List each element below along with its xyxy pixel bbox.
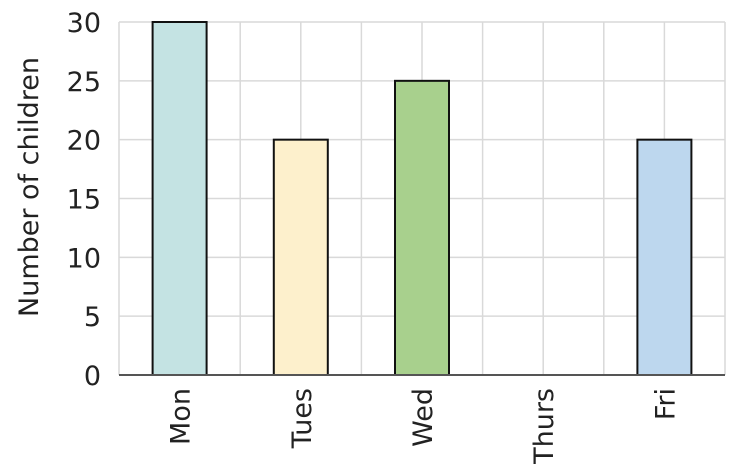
y-tick-label: 15 — [67, 185, 101, 216]
y-tick-label: 30 — [67, 8, 101, 39]
y-tick-label: 20 — [67, 126, 101, 157]
bar-wed — [394, 79, 450, 376]
y-tick-label: 0 — [84, 361, 101, 392]
x-tick-label-wed: Wed — [408, 388, 439, 447]
y-axis-title: Number of children — [14, 57, 45, 317]
x-tick-label-fri: Fri — [650, 388, 681, 420]
x-tick-label-tues: Tues — [287, 388, 318, 449]
y-tick-label: 10 — [67, 243, 101, 274]
bar-fri — [636, 138, 693, 376]
bar-tues — [272, 138, 329, 376]
bars — [151, 21, 693, 376]
x-tick-labels: Mon Tues Wed Thurs Fri — [166, 388, 682, 465]
x-tick-label-mon: Mon — [166, 388, 197, 445]
y-tick-label: 25 — [67, 67, 101, 98]
y-tick-labels: 0 5 10 15 20 25 30 — [67, 8, 101, 392]
y-tick-label: 5 — [84, 302, 101, 333]
bar-mon — [151, 21, 208, 376]
x-tick-label-thurs: Thurs — [529, 388, 560, 465]
